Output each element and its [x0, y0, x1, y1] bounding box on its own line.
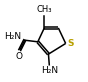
Text: CH₃: CH₃: [37, 5, 52, 14]
Text: H₂N: H₂N: [41, 66, 58, 75]
Text: S: S: [68, 39, 74, 48]
Text: O: O: [15, 52, 22, 61]
Text: H₂N: H₂N: [4, 32, 21, 41]
